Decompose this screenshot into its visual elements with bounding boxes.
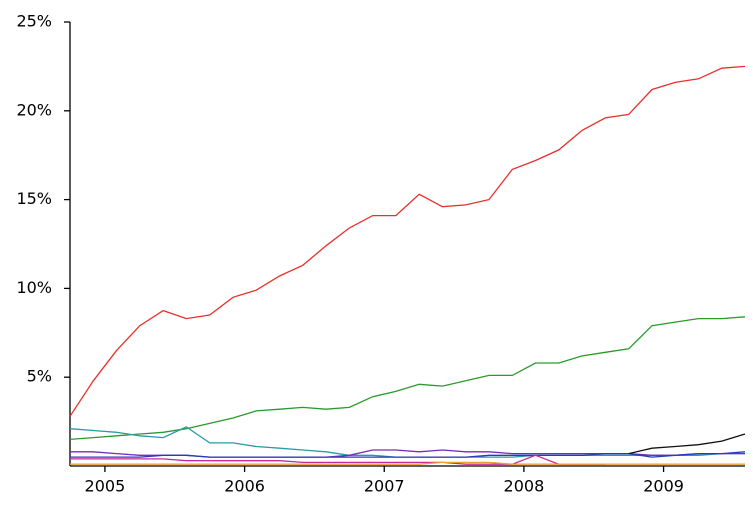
x-tick-label: 2007 bbox=[364, 477, 405, 496]
x-tick-label: 2006 bbox=[224, 477, 265, 496]
y-tick-label: 5% bbox=[27, 367, 52, 386]
y-tick-label: 25% bbox=[16, 12, 52, 31]
line-series bbox=[70, 454, 606, 465]
y-tick-label: 10% bbox=[16, 278, 52, 297]
line-series bbox=[628, 433, 746, 455]
y-tick-label: 20% bbox=[16, 100, 52, 119]
x-tick-label: 2008 bbox=[504, 477, 545, 496]
x-tick-label: 2005 bbox=[85, 477, 126, 496]
line-series bbox=[69, 65, 746, 417]
line-series bbox=[69, 316, 746, 441]
x-tick-label: 2009 bbox=[643, 477, 684, 496]
line-series bbox=[70, 461, 745, 465]
line-series bbox=[70, 451, 746, 458]
y-tick-label: 15% bbox=[16, 189, 52, 208]
